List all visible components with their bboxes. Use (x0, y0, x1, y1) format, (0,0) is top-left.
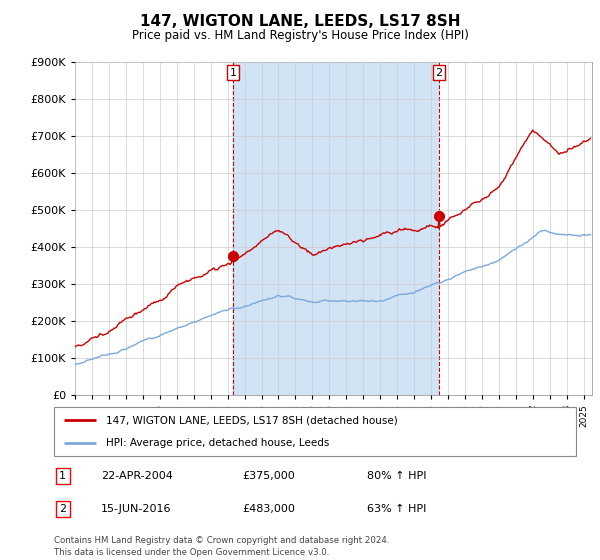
Text: 22-APR-2004: 22-APR-2004 (101, 471, 173, 481)
Text: Price paid vs. HM Land Registry's House Price Index (HPI): Price paid vs. HM Land Registry's House … (131, 29, 469, 42)
Text: Contains HM Land Registry data © Crown copyright and database right 2024.: Contains HM Land Registry data © Crown c… (54, 536, 389, 545)
Text: 63% ↑ HPI: 63% ↑ HPI (367, 504, 427, 514)
Text: 1: 1 (59, 471, 66, 481)
Text: 80% ↑ HPI: 80% ↑ HPI (367, 471, 427, 481)
Text: 2: 2 (59, 504, 67, 514)
Text: This data is licensed under the Open Government Licence v3.0.: This data is licensed under the Open Gov… (54, 548, 329, 557)
Text: £483,000: £483,000 (242, 504, 295, 514)
Text: 15-JUN-2016: 15-JUN-2016 (101, 504, 172, 514)
Text: £375,000: £375,000 (242, 471, 295, 481)
Text: HPI: Average price, detached house, Leeds: HPI: Average price, detached house, Leed… (106, 438, 329, 448)
Text: 2: 2 (436, 68, 442, 78)
FancyBboxPatch shape (54, 407, 576, 456)
Text: 147, WIGTON LANE, LEEDS, LS17 8SH: 147, WIGTON LANE, LEEDS, LS17 8SH (140, 14, 460, 29)
Text: 1: 1 (229, 68, 236, 78)
Text: 147, WIGTON LANE, LEEDS, LS17 8SH (detached house): 147, WIGTON LANE, LEEDS, LS17 8SH (detac… (106, 416, 398, 426)
